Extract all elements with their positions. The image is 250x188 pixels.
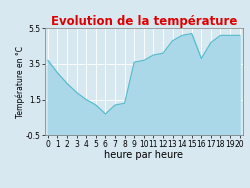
X-axis label: heure par heure: heure par heure bbox=[104, 150, 183, 160]
Title: Evolution de la température: Evolution de la température bbox=[50, 15, 237, 28]
Y-axis label: Température en °C: Température en °C bbox=[15, 46, 24, 118]
